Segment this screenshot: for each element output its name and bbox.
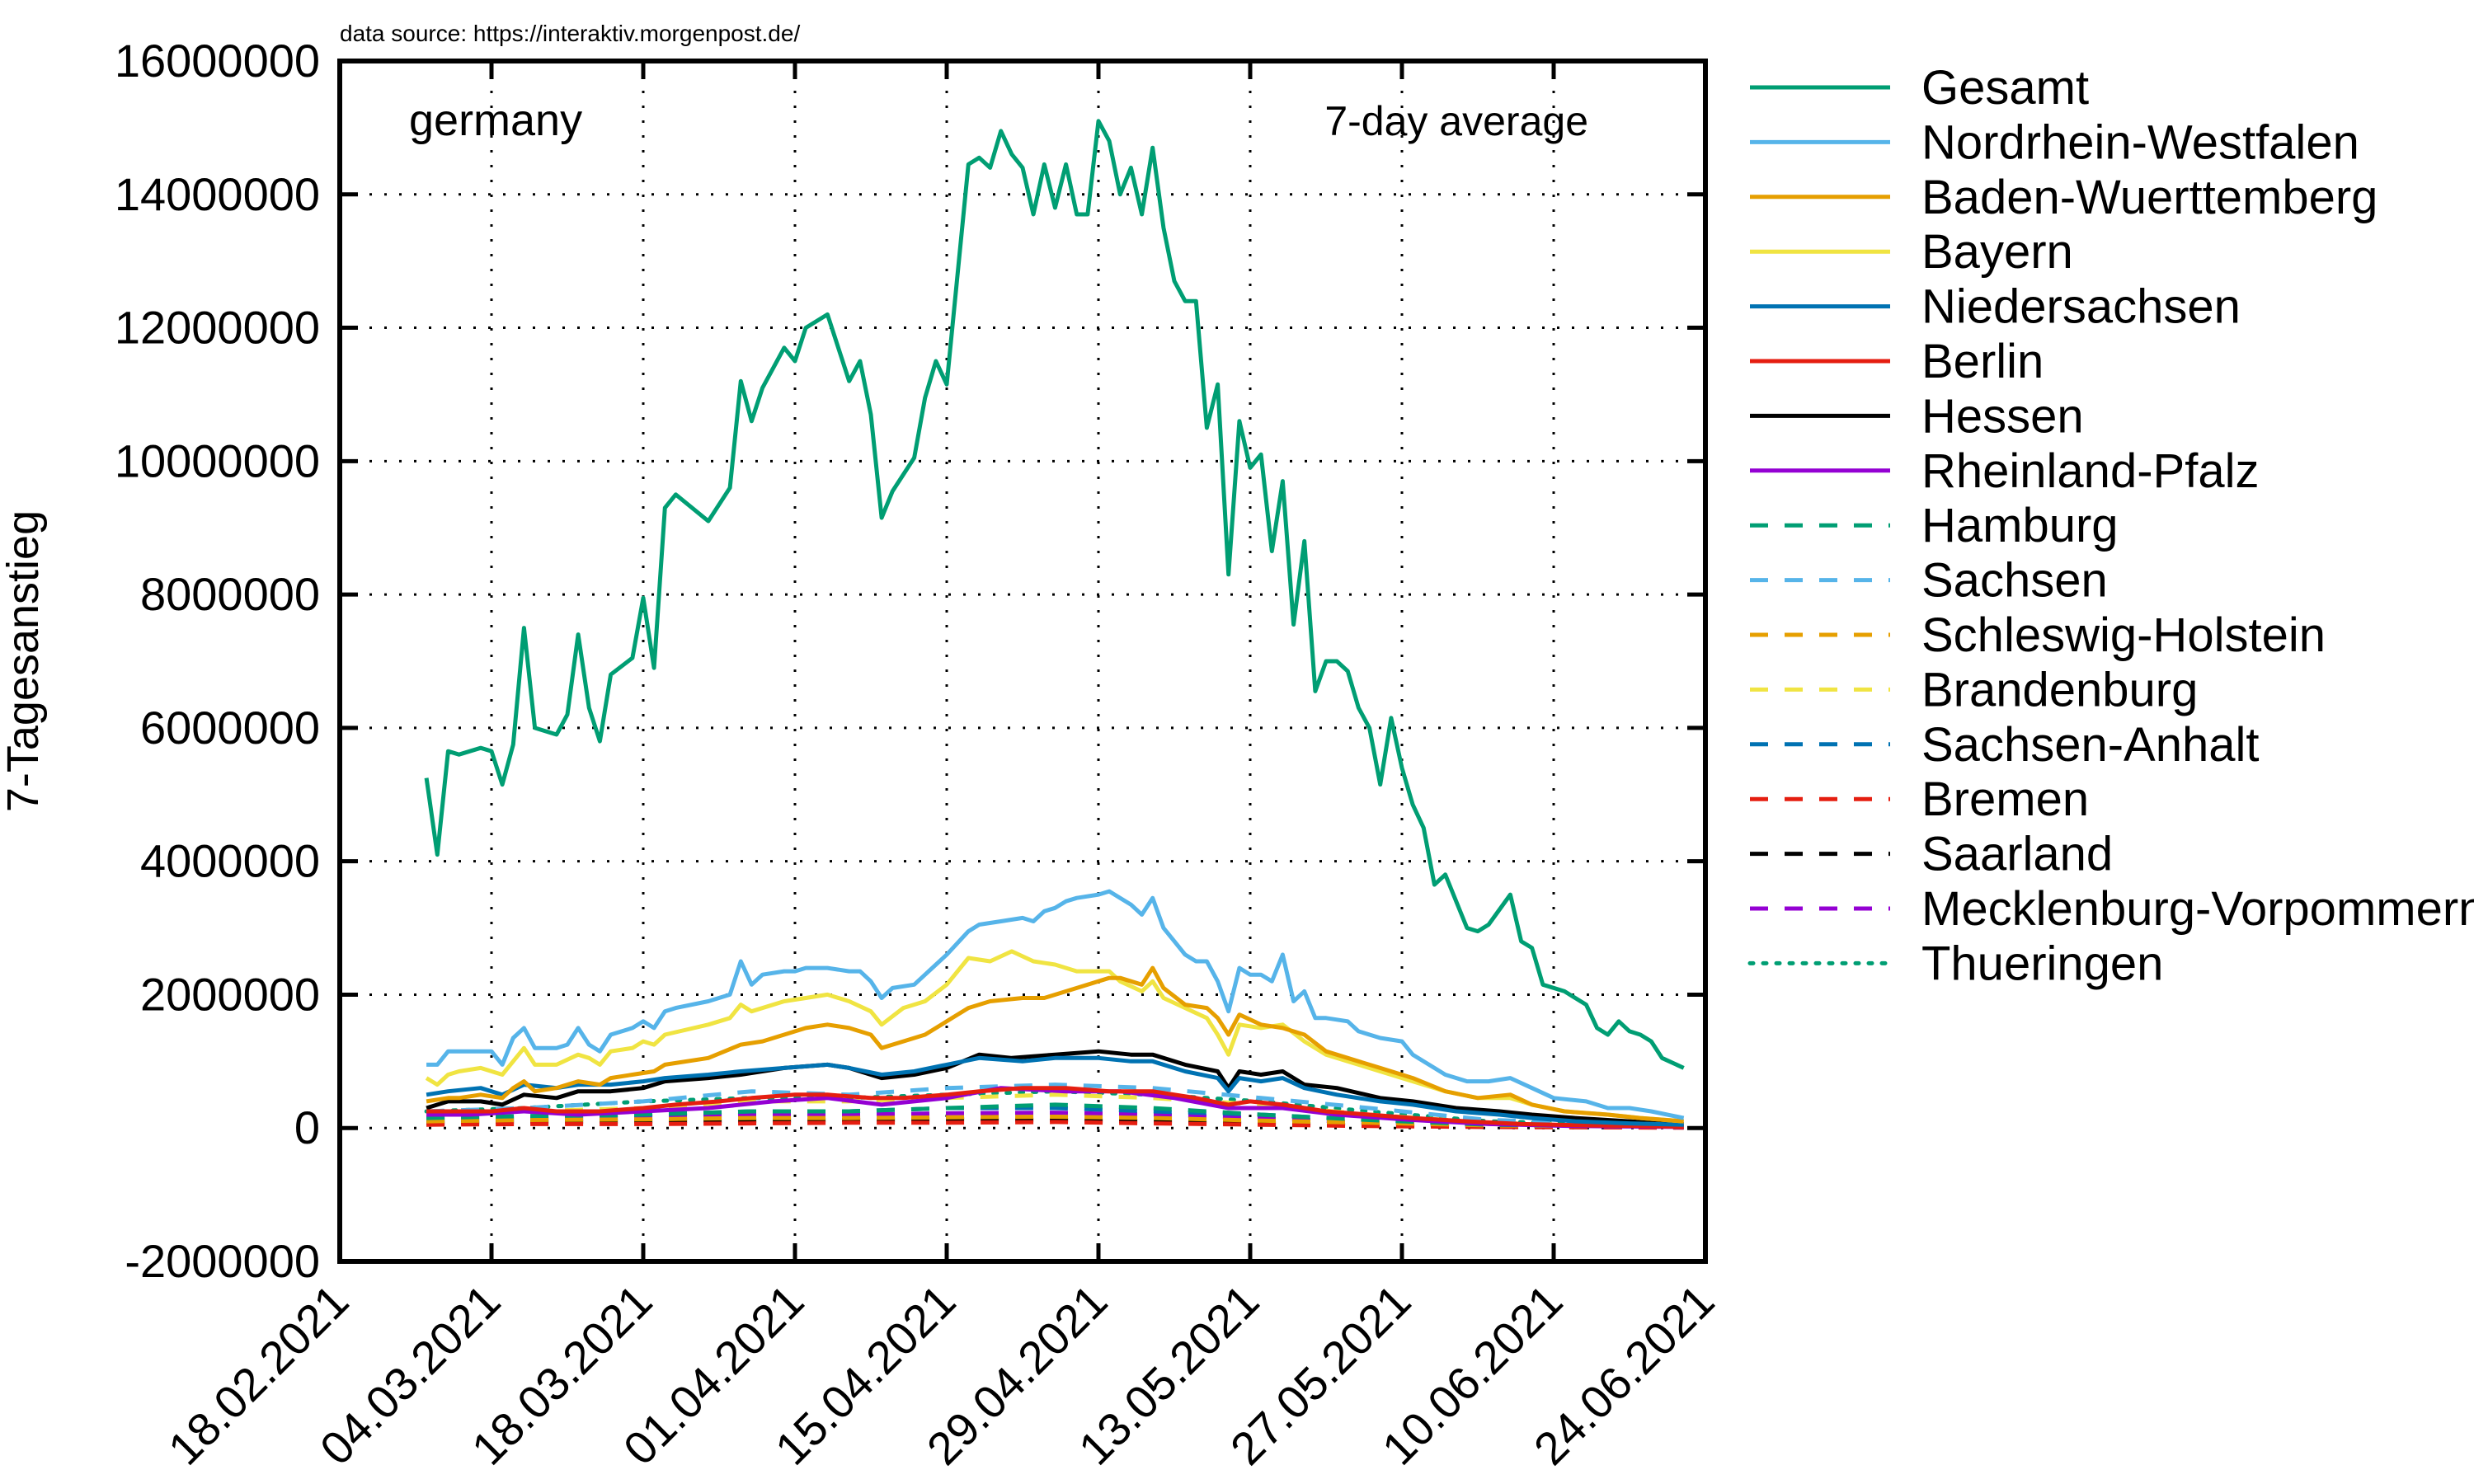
grid	[340, 61, 1705, 1261]
series-line-gesamt	[424, 119, 1685, 1070]
y-tick-label: 8000000	[140, 568, 320, 620]
legend-label: Bayern	[1921, 225, 2073, 279]
y-tick-label: 14000000	[115, 168, 320, 220]
legend-label: Hamburg	[1921, 499, 2119, 552]
series-line-nordrhein-westfalen	[426, 889, 1685, 1120]
legend-label: Saarland	[1921, 828, 2113, 881]
y-axis-label: 7-Tagesanstieg	[0, 510, 48, 812]
legend-label: Sachsen-Anhalt	[1921, 718, 2259, 772]
series-line-berlin	[426, 1086, 1684, 1129]
legend-label: Mecklenburg-Vorpommern	[1921, 882, 2474, 936]
y-axis-tick-labels: -2000000 0 2000000 4000000 6000000 8000000 100…	[115, 35, 320, 1287]
y-tick-label: 12000000	[115, 302, 320, 354]
series-line-bayern	[425, 949, 1684, 1124]
y-tick-label: 2000000	[140, 968, 320, 1020]
y-tick-label: 0	[294, 1101, 320, 1153]
annotation-region: germany	[409, 96, 582, 145]
plot-frame	[337, 59, 1708, 1264]
series-line-baden-wuerttemberg	[426, 965, 1684, 1124]
legend-label: Niedersachsen	[1921, 280, 2241, 334]
y-tick-label: 16000000	[115, 35, 320, 87]
legend-label: Thueringen	[1921, 937, 2163, 990]
legend-label: Baden-Wuerttemberg	[1921, 171, 2378, 224]
series-line-thueringen	[424, 1089, 1686, 1129]
source-note: data source: https://interaktiv.morgenpo…	[340, 21, 800, 46]
legend-label: Gesamt	[1921, 61, 2089, 115]
legend-label: Sachsen	[1921, 554, 2108, 608]
y-tick-label: 10000000	[115, 434, 320, 486]
y-tick-label: 4000000	[140, 835, 320, 887]
legend-label: Rheinland-Pfalz	[1921, 444, 2259, 498]
legend-label: Nordrhein-Westfalen	[1921, 115, 2359, 169]
axis-ticks	[337, 59, 1708, 1264]
legend-label: Berlin	[1921, 335, 2044, 388]
legend: GesamtNordrhein-WestfalenBaden-Wuerttemb…	[1747, 61, 2474, 990]
legend-label: Bremen	[1921, 773, 2089, 826]
legend-label: Schleswig-Holstein	[1921, 608, 2326, 662]
legend-label: Brandenburg	[1921, 663, 2198, 716]
annotation-average: 7-day average	[1324, 98, 1588, 144]
y-tick-label: -2000000	[125, 1235, 320, 1287]
series-line-hessen	[426, 1049, 1684, 1126]
series-lines	[424, 119, 1686, 1130]
legend-label: Hessen	[1921, 389, 2084, 443]
y-tick-label: 6000000	[140, 702, 320, 754]
